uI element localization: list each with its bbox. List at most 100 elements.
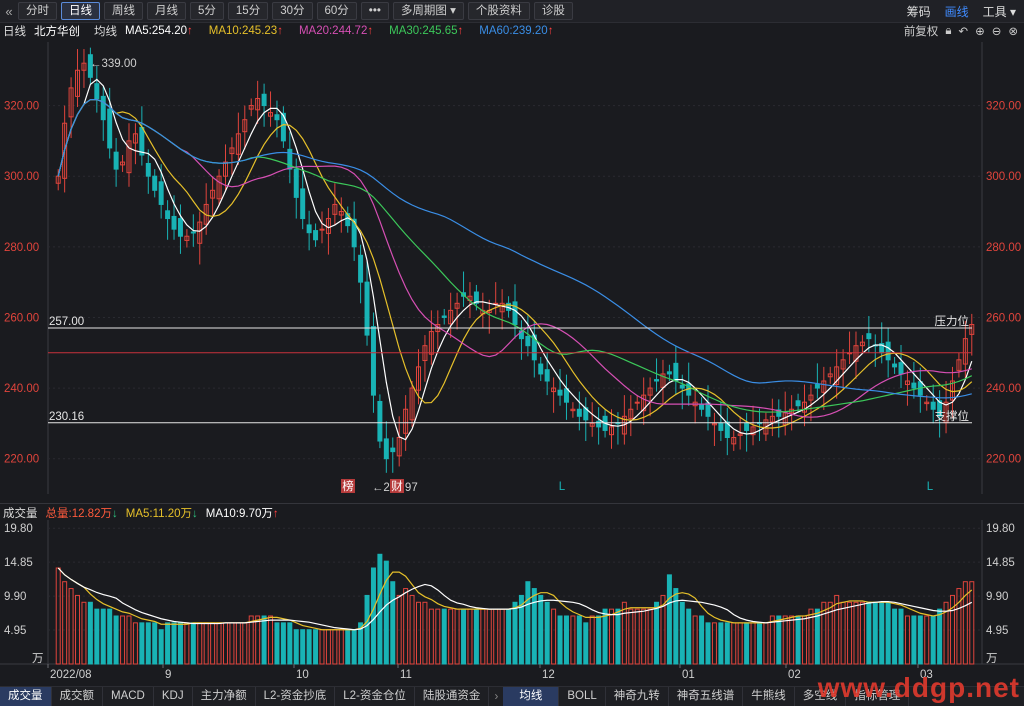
ma60-value: MA60:239.20↑ <box>479 25 561 37</box>
undo-icon[interactable]: ↶ <box>958 26 969 38</box>
x-tick-label: 9 <box>165 669 171 681</box>
indicator-tab-1[interactable]: BOLL <box>559 687 606 706</box>
volume-tick-label-right: 4.95 <box>986 625 1008 637</box>
candle-body <box>370 326 376 396</box>
volume-bar <box>358 622 364 665</box>
volume-ma10-line <box>57 567 973 631</box>
toolbar-right-0[interactable]: 筹码 <box>906 4 931 19</box>
volume-bar <box>744 622 750 665</box>
bottom-tab-3[interactable]: KDJ <box>154 687 193 706</box>
price-tick-label-left: 280.00 <box>4 242 39 254</box>
volume-bar <box>190 622 196 665</box>
period-button-8[interactable]: ••• <box>360 2 389 20</box>
volume-bar <box>949 594 955 665</box>
period-button-1[interactable]: 日线 <box>61 2 100 20</box>
volume-bar <box>409 594 415 665</box>
price-tick-label-right: 220.00 <box>986 454 1021 466</box>
bottom-tab-2[interactable]: MACD <box>103 687 154 706</box>
volume-bar <box>840 601 846 665</box>
price-tick-label-right: 260.00 <box>986 312 1021 324</box>
x-tick-label: 2022/08 <box>50 669 92 681</box>
period-button-6[interactable]: 30分 <box>272 2 313 20</box>
zoom-in-icon[interactable]: ⊕ <box>975 26 985 38</box>
volume-bar <box>872 601 878 665</box>
volume-bar <box>390 581 396 665</box>
adjust-select[interactable]: 前复权 <box>903 26 939 38</box>
volume-bar <box>518 594 524 665</box>
period-button-9[interactable]: 多周期图 ▾ <box>392 2 464 20</box>
period-button-3[interactable]: 月线 <box>147 2 186 20</box>
bottom-tab-6[interactable]: L2-资金仓位 <box>335 687 415 706</box>
candle-body <box>338 211 344 216</box>
period-buttons: « 分时 日线 周线 月线 5分 15分 30分 60分 ••• 多周期图 ▾ 个股资料 诊股 <box>0 0 577 22</box>
volume-bar <box>795 615 801 665</box>
volume-bar <box>493 608 499 665</box>
candle-body <box>274 114 280 121</box>
candle-body <box>776 409 782 417</box>
volume-bar <box>570 615 576 665</box>
period-button-5[interactable]: 15分 <box>227 2 269 20</box>
indicator-tab-5[interactable]: 多空线 <box>795 687 847 706</box>
chevron-right-icon[interactable]: › <box>494 690 499 703</box>
volume-bar <box>538 594 544 665</box>
candle-body <box>802 401 808 413</box>
volume-bar <box>293 629 299 665</box>
candle-body <box>808 394 814 401</box>
bottom-tab-1[interactable]: 成交额 <box>52 687 103 706</box>
period-button-4[interactable]: 5分 <box>190 2 224 20</box>
close-icon[interactable]: ⊗ <box>1008 26 1018 38</box>
lock-icon[interactable]: 🔒︎ <box>945 24 952 37</box>
volume-bar <box>55 567 61 665</box>
event-marker-box <box>390 479 404 493</box>
candle-body <box>859 341 865 347</box>
period-button-0[interactable]: 分时 <box>18 2 57 20</box>
volume-bar <box>454 608 460 665</box>
period-label: 日线 <box>3 26 26 38</box>
bottom-tab-7[interactable]: 陆股通资金 <box>415 687 490 706</box>
ma5-value: MA5:254.20↑ <box>125 25 201 37</box>
candle-body <box>165 210 171 220</box>
volume-bar <box>859 601 865 665</box>
indicator-tab-6[interactable]: 指标管理 <box>846 687 910 706</box>
top-toolbar: « 分时 日线 周线 月线 5分 15分 30分 60分 ••• 多周期图 ▾ 个股资料 诊股 筹码画… <box>0 0 1024 23</box>
candle-body <box>81 62 87 71</box>
toolbar-right-1[interactable]: 画线 <box>944 4 969 19</box>
volume-bar <box>641 608 647 665</box>
toolbar-right-2[interactable]: 工具 ▾ <box>982 4 1016 19</box>
bottom-tab-0[interactable]: 成交量 <box>0 687 52 706</box>
candle-body <box>242 119 248 133</box>
price-tick-label-right: 320.00 <box>986 101 1021 113</box>
volume-bar <box>634 608 640 665</box>
zoom-out-icon[interactable]: ⊖ <box>991 26 1002 38</box>
candle-body <box>287 148 293 170</box>
volume-bar <box>171 622 177 665</box>
candle-body <box>763 419 769 435</box>
candle-body <box>113 151 119 170</box>
indicator-tab-4[interactable]: 牛熊线 <box>743 687 795 706</box>
period-button-7[interactable]: 60分 <box>316 2 357 20</box>
double-chevron-left-icon[interactable]: « <box>5 3 13 19</box>
bottom-tab-5[interactable]: L2-资金抄底 <box>256 687 336 706</box>
indicator-tab-0[interactable]: 均线 <box>503 687 560 706</box>
candle-body <box>177 218 183 237</box>
volume-bar <box>229 622 235 665</box>
price-tick-label-right: 280.00 <box>986 242 1021 254</box>
period-button-11[interactable]: 诊股 <box>533 2 573 20</box>
volume-bar <box>615 608 621 665</box>
volume-bar <box>235 622 241 665</box>
candle-body <box>210 189 216 199</box>
volume-bar <box>126 615 132 665</box>
period-button-2[interactable]: 周线 <box>104 2 143 20</box>
volume-tick-label-left: 14.85 <box>4 557 33 569</box>
bottom-tab-4[interactable]: 主力净额 <box>193 687 256 706</box>
candle-body <box>107 108 113 149</box>
volume-bar <box>467 608 473 665</box>
ma-label[interactable]: 均线 <box>94 26 117 38</box>
candle-body <box>718 422 724 431</box>
indicator-tab-3[interactable]: 神奇五线谱 <box>669 687 744 706</box>
indicator-tab-2[interactable]: 神奇九转 <box>606 687 669 706</box>
candle-body <box>409 387 415 421</box>
period-button-10[interactable]: 个股资料 <box>467 2 530 20</box>
price-tick-label-left: 320.00 <box>4 101 39 113</box>
